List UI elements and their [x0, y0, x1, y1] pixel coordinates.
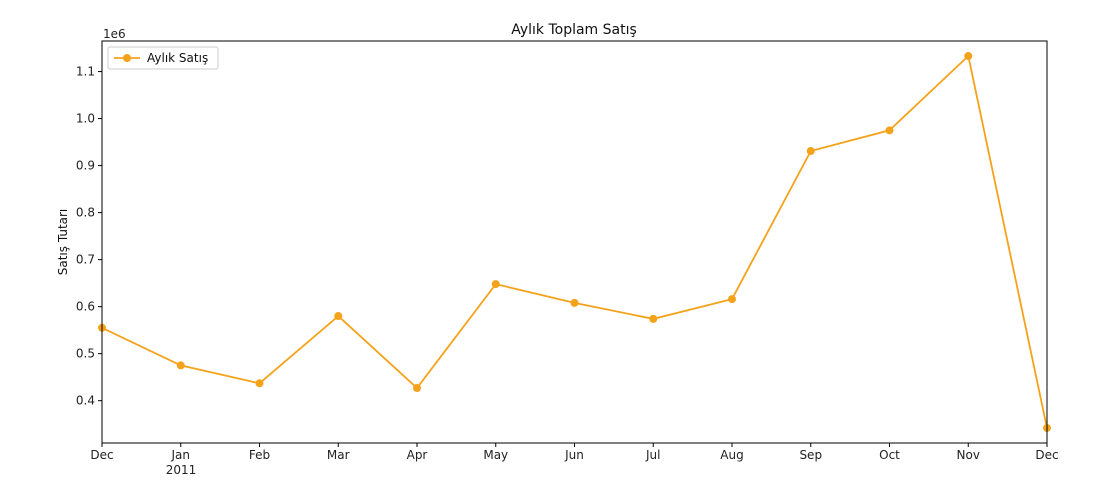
x-tick-label: Dec: [90, 448, 113, 462]
x-tick-label: Jun: [564, 448, 584, 462]
series-line: [101, 54, 1048, 429]
data-point: [964, 52, 973, 61]
y-tick-label: 0.8: [76, 206, 95, 220]
x-tick-label: Feb: [249, 448, 270, 462]
data-point: [176, 361, 185, 370]
y-axis-offset-label: 1e6: [103, 27, 126, 41]
data-point: [413, 383, 421, 392]
x-axis-year-label: 2011: [166, 463, 197, 477]
x-tick-label: May: [483, 448, 508, 462]
y-tick-label: 1.1: [76, 65, 95, 79]
legend-entry-label: Aylık Satış: [147, 51, 208, 65]
data-point: [885, 126, 894, 135]
data-point: [334, 312, 343, 321]
y-tick-label: 0.6: [76, 300, 95, 314]
x-tick-label: Sep: [799, 448, 822, 462]
x-tick-label: Apr: [407, 448, 428, 462]
data-point: [491, 280, 500, 289]
y-axis-label: Satış Tutarı: [56, 209, 70, 276]
legend: Aylık Satış: [107, 46, 219, 70]
legend-point-marker: [123, 54, 131, 62]
y-tick-label: 0.4: [76, 394, 95, 408]
x-tick-label: Aug: [720, 448, 743, 462]
x-tick-label: Jan: [171, 448, 191, 462]
data-point: [728, 295, 736, 304]
y-tick-label: 0.9: [76, 159, 95, 173]
series-layer: [98, 52, 1051, 432]
chart-title: Aylık Toplam Satış: [511, 22, 637, 38]
x-tick-label: Oct: [879, 448, 900, 462]
y-tick-label: 1.0: [76, 112, 95, 126]
data-point: [806, 147, 815, 156]
y-tick-label: 0.5: [76, 347, 95, 361]
x-tick-label: Mar: [327, 448, 350, 462]
data-point: [570, 298, 579, 307]
plot-frame: [101, 40, 1048, 444]
x-tick-label: Dec: [1035, 448, 1058, 462]
data-point: [649, 314, 658, 323]
y-axis: 0.4 0.5 0.6 0.7 0.8 0.9 1.0 1.1: [76, 65, 102, 408]
y-tick-label: 0.7: [76, 253, 95, 267]
legend-box: [107, 46, 219, 70]
x-tick-label: Nov: [957, 448, 980, 462]
data-point: [255, 379, 264, 388]
x-axis: Dec Jan Feb Mar Apr May Jun Jul Aug Sep Oct Nov Dec: [90, 443, 1059, 462]
x-tick-label: Jul: [645, 448, 660, 462]
